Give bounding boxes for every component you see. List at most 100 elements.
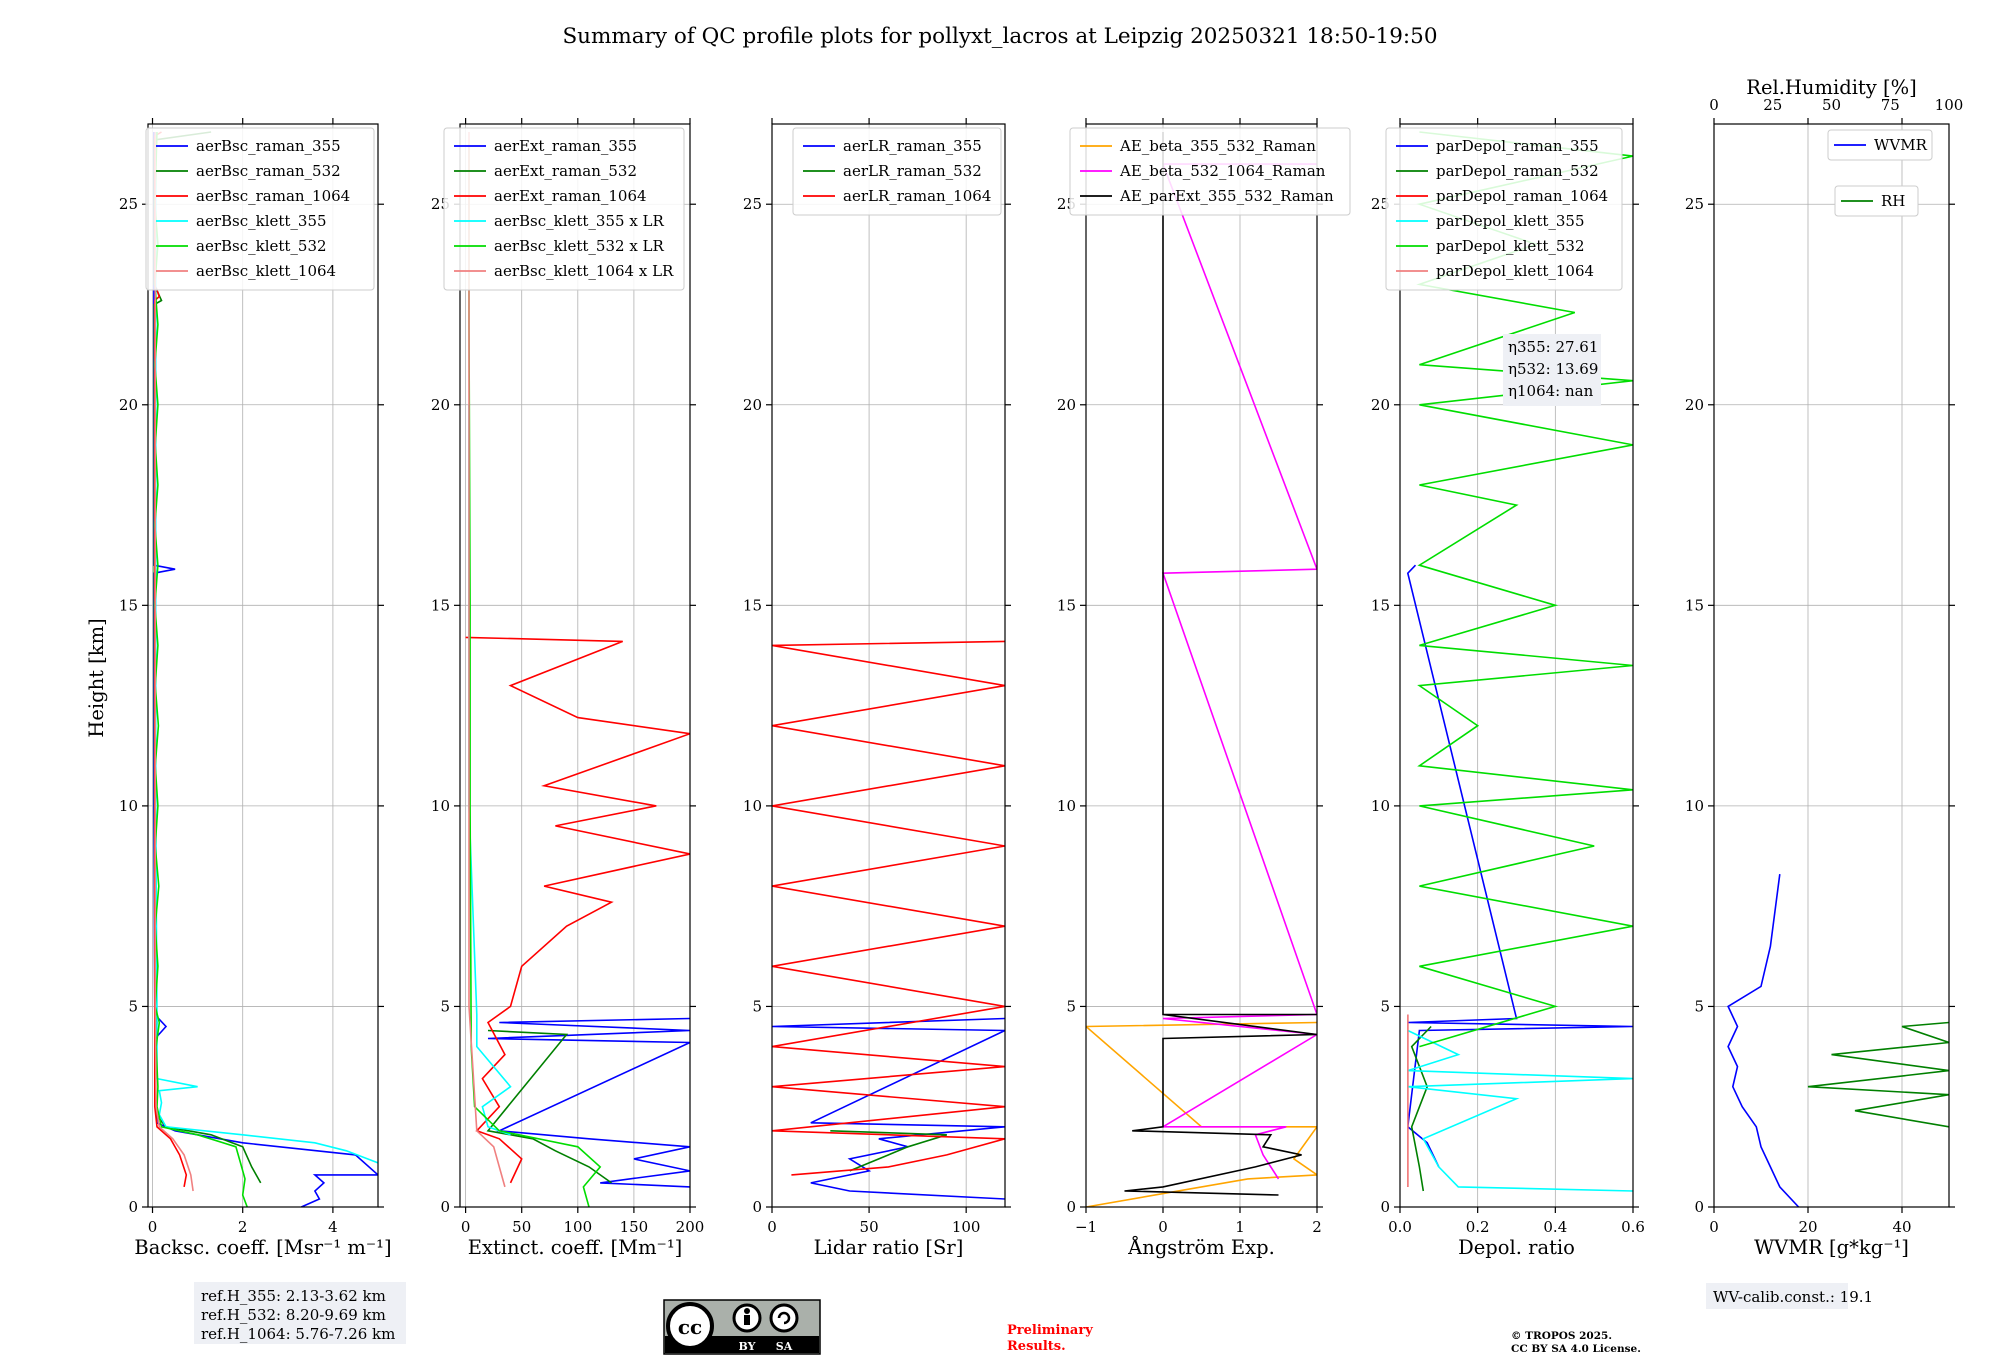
legend-entry-aerbsc-klett-532-x-lr: aerBsc_klett_532 x LR <box>494 237 665 255</box>
y-tick-label: 5 <box>440 997 450 1015</box>
cc-by-sa-badge: cc BY SA <box>663 1299 821 1355</box>
series-line-aerext-raman-532 <box>486 1029 612 1184</box>
by-person-head <box>744 1308 750 1314</box>
legend-entry-aerbsc-klett-355-x-lr: aerBsc_klett_355 x LR <box>494 212 665 230</box>
x-axis-label: Extinct. coeff. [Mm⁻¹] <box>468 1236 683 1259</box>
legend-entry-ae-parext-355-532-raman: AE_parExt_355_532_Raman <box>1119 187 1334 205</box>
series-line-aerbsc-klett-1064-x-lr <box>468 132 506 1188</box>
eta-box: η355: 27.61 η532: 13.69 η1064: nan <box>1503 334 1601 406</box>
cc-icon <box>666 1302 714 1350</box>
x-tick-label: 0.0 <box>1388 1218 1412 1236</box>
x-axis-label: WVMR [g*kg⁻¹] <box>1754 1236 1909 1259</box>
legend: aerBsc_raman_355 aerBsc_raman_532 aerBsc_r… <box>145 127 375 291</box>
y-tick-label: 10 <box>1057 797 1076 815</box>
series-line-aerlr-raman-355 <box>772 1017 1005 1200</box>
legend-entry-aerbsc-klett-355: aerBsc_klett_355 <box>196 212 327 230</box>
y-tick-label: 5 <box>752 997 762 1015</box>
y-tick-label: 20 <box>1371 396 1390 414</box>
legend-entry-aerbsc-klett-532: aerBsc_klett_532 <box>196 237 327 255</box>
y-tick-label: 20 <box>431 396 450 414</box>
y-tick-label: 5 <box>1380 997 1390 1015</box>
x-tick-label: −1 <box>1075 1218 1097 1236</box>
x2-axis-label: Rel.Humidity [%] <box>1746 76 1916 99</box>
legend-frame <box>1069 127 1351 216</box>
figure-title: Summary of QC profile plots for pollyxt_… <box>562 24 1437 49</box>
y-tick-label: 15 <box>1371 596 1390 614</box>
reference-height-box: ref.H_355: 2.13-3.62 km ref.H_532: 8.20-… <box>194 1282 406 1344</box>
x-tick-label: 0.4 <box>1543 1218 1567 1236</box>
y-tick-label: 15 <box>1685 596 1704 614</box>
legend-entry-pardepol-raman-532: parDepol_raman_532 <box>1436 162 1599 180</box>
chart-panel-5: 0.0 0.2 0.4 0.6 0 5 10 15 20 25 Depol. ratio parDep… <box>1371 118 1645 1259</box>
y-tick-label: 25 <box>1371 195 1390 213</box>
y-tick-label: 0 <box>440 1198 450 1216</box>
legend-entry-wvmr: WVMR <box>1874 136 1928 154</box>
series-line-aerlr-raman-532 <box>830 1130 948 1172</box>
y-tick-label: 20 <box>1685 396 1704 414</box>
chart-panel-3: 0 50 100 0 5 10 15 20 25 Lidar ratio [Sr] aerLR_ra… <box>743 118 1011 1259</box>
y-tick-label: 25 <box>119 195 138 213</box>
y-tick-label: 10 <box>119 797 138 815</box>
panel-frame <box>1713 123 1950 1208</box>
x-tick-label: 40 <box>1892 1218 1911 1236</box>
legend-entry-pardepol-klett-1064: parDepol_klett_1064 <box>1436 262 1594 280</box>
y-tick-label: 15 <box>1057 596 1076 614</box>
legend-entry-aerbsc-raman-355: aerBsc_raman_355 <box>196 137 341 155</box>
legend-entry-ae-beta-532-1064-raman: AE_beta_532_1064_Raman <box>1119 162 1326 180</box>
legend: parDepol_raman_355 parDepol_raman_532 parD… <box>1385 127 1623 291</box>
x2-tick-label: 100 <box>1935 96 1964 114</box>
legend-entry-pardepol-klett-355: parDepol_klett_355 <box>1436 212 1585 230</box>
ref-box-background <box>194 1282 406 1344</box>
eta-box-background <box>1503 334 1601 406</box>
legend-frame <box>145 127 375 291</box>
ref-line-1064: ref.H_1064: 5.76-7.26 km <box>201 1325 395 1343</box>
y-tick-label: 25 <box>743 195 762 213</box>
legend-entry-aerbsc-klett-1064-x-lr: aerBsc_klett_1064 x LR <box>494 262 674 280</box>
y-tick-label: 20 <box>1057 396 1076 414</box>
legend-frame <box>1385 127 1623 291</box>
x2-tick-label: 75 <box>1881 96 1900 114</box>
series-line-pardepol-klett-532 <box>1416 131 1633 1048</box>
legend-entry-pardepol-klett-532: parDepol_klett_532 <box>1436 237 1585 255</box>
y-tick-label: 0 <box>1694 1198 1704 1216</box>
y-tick-label: 20 <box>743 396 762 414</box>
ref-line-355: ref.H_355: 2.13-3.62 km <box>201 1287 386 1305</box>
x-axis-label: Depol. ratio <box>1458 1236 1575 1259</box>
legend-entry-aerext-raman-355: aerExt_raman_355 <box>494 137 637 155</box>
x-tick-label: 0.2 <box>1466 1218 1490 1236</box>
panel-frame <box>771 123 1006 1208</box>
wv-calibration-box: WV-calib.const.: 19.1 <box>1706 1283 1873 1309</box>
y-tick-label: 0 <box>752 1198 762 1216</box>
x-tick-label: 20 <box>1798 1218 1817 1236</box>
x-tick-label: 0.6 <box>1621 1218 1645 1236</box>
copyright-line: © TROPOS 2025. <box>1511 1330 1612 1342</box>
x2-tick-label: 50 <box>1822 96 1841 114</box>
series-line-aerbsc-klett-532 <box>153 131 248 1207</box>
y-tick-label: 10 <box>743 797 762 815</box>
x-tick-label: 150 <box>620 1218 649 1236</box>
x-tick-label: 50 <box>512 1218 531 1236</box>
series-line-aerbsc-raman-355 <box>153 132 378 1207</box>
y-tick-label: 20 <box>119 396 138 414</box>
x-tick-label: 100 <box>563 1218 592 1236</box>
eta-line: η355: 27.61 <box>1508 338 1598 356</box>
legend-entry-aerbsc-raman-1064: aerBsc_raman_1064 <box>196 187 350 205</box>
sa-share-icon <box>769 1303 799 1333</box>
chart-panel-6: 0 20 40 0 5 10 15 20 25 WVMR [g*kg⁻¹] 0 25 50 75 100 Re… <box>1685 76 1963 1259</box>
x-tick-label: 1 <box>1235 1218 1245 1236</box>
legend-frame <box>1834 185 1919 217</box>
legend: aerLR_raman_355 aerLR_raman_532 aerLR_rama… <box>792 127 1002 216</box>
y-tick-label: 10 <box>1685 797 1704 815</box>
x-tick-label: 0 <box>1709 1218 1719 1236</box>
license-line: CC BY SA 4.0 License. <box>1511 1343 1641 1355</box>
x-axis-label: Lidar ratio [Sr] <box>814 1236 964 1259</box>
cc-icon-letters: cc <box>678 1315 702 1339</box>
legend-entry-pardepol-raman-355: parDepol_raman_355 <box>1436 137 1599 155</box>
legend-frame <box>1827 129 1933 161</box>
legend-entry-aerlr-raman-532: aerLR_raman_532 <box>843 162 982 180</box>
results-label: Results. <box>1007 1339 1066 1354</box>
ref-line-532: ref.H_532: 8.20-9.69 km <box>201 1306 386 1324</box>
legend-entry-pardepol-raman-1064: parDepol_raman_1064 <box>1436 187 1608 205</box>
